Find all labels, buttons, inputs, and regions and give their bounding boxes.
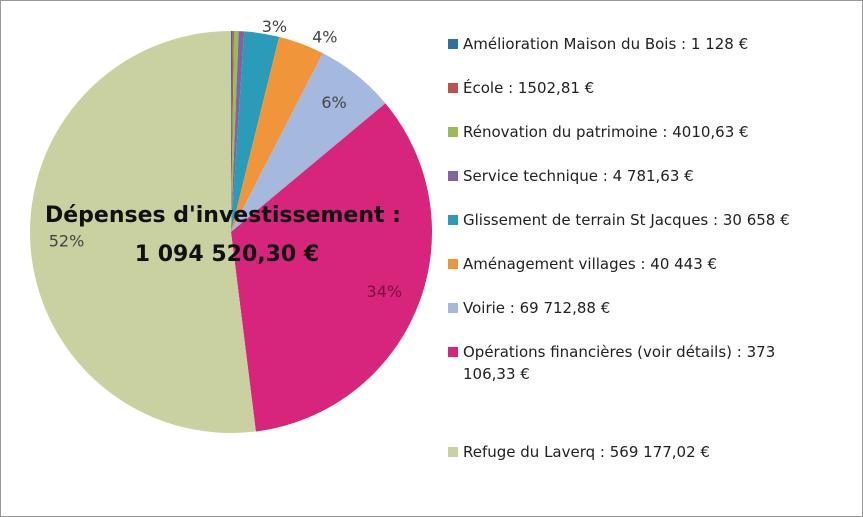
pie-slice: [231, 31, 233, 232]
pie-slice: [231, 31, 239, 233]
legend-item: Voirie : 69 712,88 €: [448, 297, 828, 319]
legend-swatch: [448, 215, 458, 225]
legend-item: Service technique : 4 781,63 €: [448, 165, 828, 187]
legend-swatch: [448, 347, 458, 357]
legend-label: Glissement de terrain St Jacques : 30 65…: [463, 211, 790, 229]
pie-slice: [231, 31, 280, 233]
legend-swatch: [448, 447, 458, 457]
legend-label: Voirie : 69 712,88 €: [463, 299, 611, 317]
legend-item: École : 1502,81 €: [448, 77, 828, 99]
pie-slice: [231, 53, 386, 232]
legend-label: Opérations financières (voir détails) : …: [463, 343, 776, 383]
legend-label: Amélioration Maison du Bois : 1 128 €: [463, 35, 749, 53]
chart-subtitle: 1 094 520,30 €: [135, 242, 319, 267]
legend-item: Opérations financières (voir détails) : …: [448, 341, 828, 385]
chart-title: Dépenses d'investissement :: [45, 203, 401, 228]
pie-slice: [231, 36, 323, 233]
legend-swatch: [448, 39, 458, 49]
legend-swatch: [448, 83, 458, 93]
legend-item: Amélioration Maison du Bois : 1 128 €: [448, 33, 828, 55]
legend-item: Rénovation du patrimoine : 4010,63 €: [448, 121, 828, 143]
data-label: 52%: [49, 232, 85, 251]
legend-label: Service technique : 4 781,63 €: [463, 167, 694, 185]
legend-item: Glissement de terrain St Jacques : 30 65…: [448, 209, 828, 231]
legend-item: Refuge du Laverq : 569 177,02 €: [448, 441, 828, 463]
data-label: 3%: [262, 17, 287, 36]
data-label: 6%: [321, 93, 346, 112]
legend-swatch: [448, 127, 458, 137]
legend-label: École : 1502,81 €: [463, 79, 595, 97]
pie-slice: [231, 31, 245, 233]
pie-slice: [231, 103, 432, 432]
legend-item: Aménagement villages : 40 443 €: [448, 253, 828, 275]
data-label: 4%: [312, 27, 337, 46]
legend-swatch: [448, 171, 458, 181]
legend-swatch: [448, 259, 458, 269]
legend-label: Aménagement villages : 40 443 €: [463, 255, 718, 273]
legend-swatch: [448, 303, 458, 313]
legend-label: Refuge du Laverq : 569 177,02 €: [463, 443, 710, 461]
pie-slice: [231, 31, 235, 232]
data-label: 34%: [367, 282, 403, 301]
legend-label: Rénovation du patrimoine : 4010,63 €: [463, 123, 749, 141]
pie-slice: [30, 31, 256, 433]
